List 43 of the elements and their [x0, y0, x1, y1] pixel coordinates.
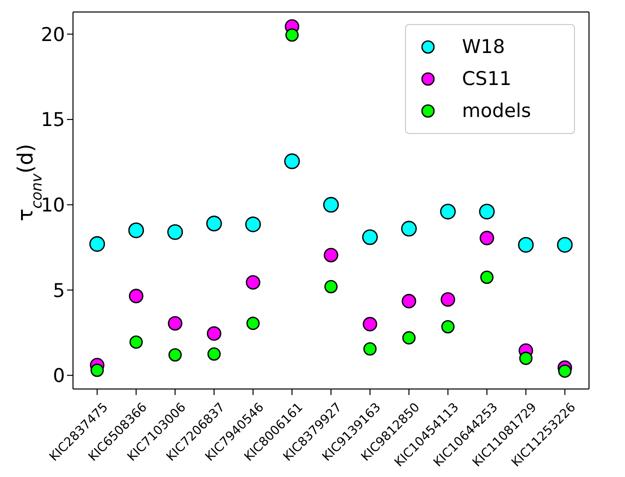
point [556, 237, 573, 253]
point [558, 364, 572, 378]
point [440, 204, 456, 220]
point [167, 224, 183, 240]
point [402, 331, 416, 344]
y-tick-label: 15 [40, 109, 65, 132]
point [128, 222, 144, 238]
point [402, 294, 416, 308]
point [245, 216, 261, 232]
point [480, 230, 494, 246]
point [90, 364, 104, 377]
point [480, 270, 494, 284]
point [128, 288, 144, 304]
point [440, 292, 456, 307]
point [323, 196, 339, 213]
point [479, 204, 495, 220]
point [362, 316, 378, 332]
legend-label: W18 [462, 36, 505, 58]
point [206, 216, 222, 232]
point [246, 275, 260, 290]
point [206, 326, 222, 341]
point [207, 347, 221, 361]
point [519, 352, 533, 365]
point [168, 316, 182, 331]
point [246, 316, 260, 330]
point [168, 348, 182, 362]
point [401, 220, 417, 236]
legend-label: CS11 [462, 68, 512, 90]
legend-label: models [462, 100, 532, 122]
y-tick-label: 5 [52, 280, 65, 302]
point [285, 28, 299, 42]
point [284, 153, 300, 170]
point [324, 280, 338, 294]
point [129, 335, 143, 349]
point [362, 229, 378, 246]
point [363, 342, 377, 356]
point [89, 236, 106, 252]
y-tick-label: 10 [40, 194, 65, 217]
y-tick-label: 20 [40, 24, 65, 46]
point [441, 320, 455, 334]
y-tick-label: 0 [52, 365, 65, 388]
point [324, 248, 338, 262]
point [518, 237, 534, 253]
